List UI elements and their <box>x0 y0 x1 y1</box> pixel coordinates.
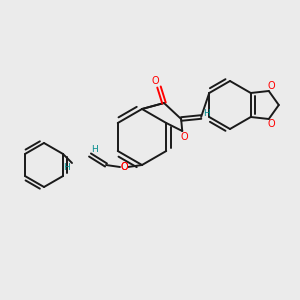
Text: H: H <box>64 164 70 172</box>
Text: O: O <box>120 162 128 172</box>
Text: O: O <box>151 76 159 86</box>
Text: O: O <box>120 162 128 172</box>
Text: O: O <box>268 81 276 91</box>
Text: H: H <box>203 109 209 118</box>
Text: H: H <box>92 146 98 154</box>
Text: O: O <box>268 119 276 129</box>
Text: O: O <box>180 132 188 142</box>
